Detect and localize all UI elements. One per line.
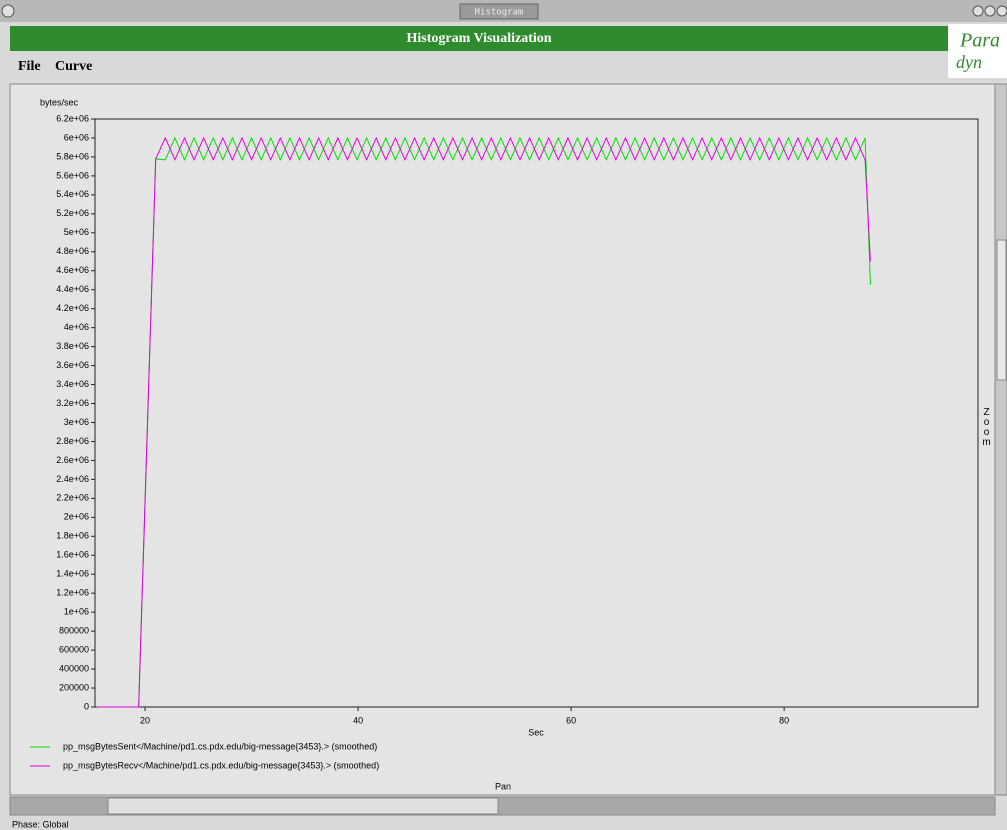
plot-panel (9, 83, 996, 796)
x-tick-label: 40 (353, 715, 363, 725)
y-tick-label: 6.2e+06 (56, 113, 89, 123)
header-banner (10, 26, 948, 51)
y-tick-label: 5.8e+06 (56, 151, 89, 161)
plot-frame (94, 118, 979, 708)
pan-label: Pan (495, 781, 511, 791)
status-text: Phase: Global (12, 819, 69, 829)
y-tick-label: 4.4e+06 (56, 284, 89, 294)
y-tick-label: 1e+06 (64, 607, 89, 617)
y-tick-label: 1.2e+06 (56, 588, 89, 598)
y-tick-label: 3.8e+06 (56, 341, 89, 351)
y-tick-label: 600000 (59, 644, 89, 654)
y-tick-label: 1.8e+06 (56, 531, 89, 541)
data-line (97, 136, 871, 708)
menu-item[interactable]: File (18, 59, 41, 74)
logo-text: dyn (956, 52, 982, 72)
y-tick-label: 0 (84, 701, 89, 711)
window-button[interactable] (996, 5, 1007, 17)
y-tick-label: 3.4e+06 (56, 379, 89, 389)
x-tick-label: 20 (140, 715, 150, 725)
y-tick-label: 5.6e+06 (56, 170, 89, 180)
zoom-label: Zoom (982, 407, 991, 448)
y-tick-label: 2.2e+06 (56, 493, 89, 503)
logo-text: Para (959, 30, 1000, 52)
y-tick-label: 5.4e+06 (56, 189, 89, 199)
y-tick-label: 200000 (59, 682, 89, 692)
scroll-thumb[interactable] (107, 797, 499, 815)
y-tick-label: 400000 (59, 663, 89, 673)
y-tick-label: 2.8e+06 (56, 436, 89, 446)
x-tick-label: 60 (566, 715, 576, 725)
y-axis-label: bytes/sec (40, 97, 79, 107)
window-title: Histogram (475, 8, 524, 18)
y-tick-label: 2.6e+06 (56, 455, 89, 465)
logo (948, 24, 1007, 78)
y-tick-label: 2.4e+06 (56, 474, 89, 484)
y-tick-label: 3e+06 (64, 417, 89, 427)
y-tick-label: 2e+06 (64, 512, 89, 522)
y-tick-label: 1.6e+06 (56, 550, 89, 560)
y-tick-label: 5.2e+06 (56, 208, 89, 218)
zoom-scrollbar[interactable] (994, 83, 1007, 796)
y-tick-label: 4.6e+06 (56, 265, 89, 275)
y-tick-label: 6e+06 (64, 132, 89, 142)
title-box (459, 3, 539, 20)
y-tick-label: 5e+06 (64, 227, 89, 237)
menu-item[interactable]: Curve (55, 59, 92, 74)
x-tick-label: 80 (779, 715, 789, 725)
window-button[interactable] (972, 5, 984, 17)
y-tick-label: 800000 (59, 626, 89, 636)
y-tick-label: 1.4e+06 (56, 569, 89, 579)
window-button[interactable] (984, 5, 996, 17)
header-title: Histogram Visualization (406, 31, 551, 46)
legend-label: pp_msgBytesRecv</Machine/pd1.cs.pdx.edu/… (63, 760, 379, 770)
y-tick-label: 4.8e+06 (56, 246, 89, 256)
y-tick-label: 3.2e+06 (56, 398, 89, 408)
y-tick-label: 4e+06 (64, 322, 89, 332)
y-tick-label: 3.6e+06 (56, 360, 89, 370)
window-button[interactable] (1, 4, 15, 18)
y-tick-label: 4.2e+06 (56, 303, 89, 313)
x-axis-label: Sec (528, 727, 544, 737)
legend-label: pp_msgBytesSent</Machine/pd1.cs.pdx.edu/… (63, 741, 377, 751)
scroll-thumb[interactable] (996, 239, 1007, 381)
